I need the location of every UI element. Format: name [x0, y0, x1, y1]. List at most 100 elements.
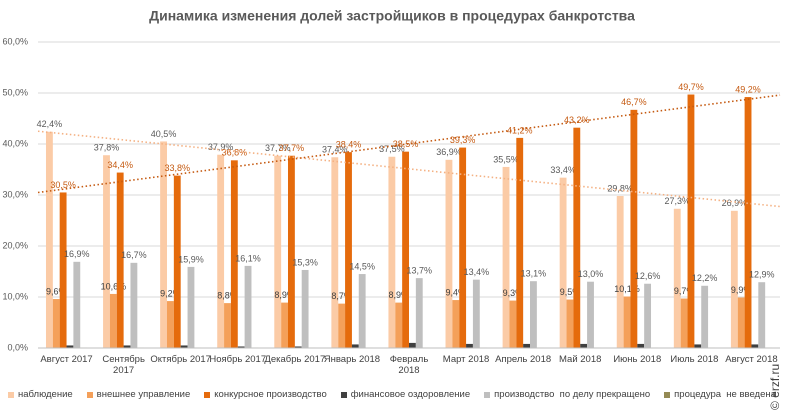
bar — [187, 266, 195, 348]
trend-line — [37, 94, 781, 194]
bar — [573, 127, 581, 349]
value-label: 43,2% — [564, 115, 590, 125]
bar — [623, 296, 631, 348]
value-label: 16,9% — [64, 249, 90, 259]
bar — [388, 156, 396, 348]
bar — [680, 298, 688, 348]
value-label: 15,9% — [178, 254, 204, 264]
bar — [502, 166, 510, 348]
bar — [459, 147, 467, 348]
bar — [345, 152, 352, 348]
value-label: 9,4% — [446, 287, 467, 297]
bar — [530, 281, 537, 348]
value-label: 14,5% — [349, 261, 375, 271]
value-label: 9,3% — [503, 288, 524, 298]
legend-item: наблюдение — [8, 389, 73, 400]
y-tick-label: 10,0% — [2, 291, 28, 301]
bar — [331, 157, 339, 348]
bar — [751, 344, 759, 348]
value-label: 9,6% — [46, 286, 67, 296]
value-label: 35,5% — [493, 154, 519, 164]
x-tick-label: Май 2018 — [559, 354, 602, 365]
bar — [566, 299, 574, 348]
value-label: 13,4% — [464, 267, 490, 277]
bar — [52, 299, 60, 348]
value-label: 9,2% — [160, 288, 181, 298]
bar — [516, 137, 524, 348]
bar — [395, 302, 403, 348]
bar — [758, 282, 766, 348]
bar — [730, 210, 738, 348]
value-label: 37,8% — [94, 143, 120, 153]
value-label: 13,7% — [407, 266, 433, 276]
bar — [130, 262, 138, 348]
x-tick-label: Сентябрь 2017 — [102, 354, 145, 376]
bar — [694, 344, 702, 348]
bar — [509, 300, 517, 348]
value-label: 36,9% — [436, 147, 462, 157]
bar — [160, 141, 167, 348]
value-label: 40,5% — [151, 129, 177, 139]
legend-swatch — [8, 391, 14, 398]
bar — [294, 346, 302, 348]
legend-label: производство по делу прекращено — [494, 389, 651, 400]
x-tick-label: Октябрь 2017 — [150, 354, 211, 365]
x-tick-label: Март 2018 — [442, 354, 490, 365]
value-label: 10,6% — [101, 281, 127, 291]
y-tick-label: 40,0% — [2, 138, 28, 148]
value-label: 10,1% — [614, 284, 640, 294]
bar — [358, 274, 366, 348]
bar — [66, 345, 74, 348]
bar — [559, 177, 567, 348]
y-tick-label: 0,0% — [7, 342, 28, 352]
legend-swatch — [204, 391, 211, 398]
bar — [351, 344, 359, 348]
value-label: 33,4% — [550, 165, 576, 175]
legend-item: процедура не введена — [664, 389, 776, 400]
bar — [166, 301, 174, 348]
bar — [180, 345, 188, 348]
value-label: 12,6% — [635, 271, 661, 281]
value-label: 16,1% — [235, 253, 261, 263]
value-label: 34,4% — [107, 160, 133, 170]
bar — [281, 302, 288, 348]
value-label: 8,9% — [274, 290, 295, 300]
value-label: 12,9% — [749, 270, 775, 280]
bar — [173, 175, 181, 348]
value-label: 42,4% — [37, 119, 63, 129]
value-label: 27,3% — [664, 196, 690, 206]
x-tick-label: Июнь 2018 — [613, 354, 662, 365]
value-label: 26,9% — [722, 198, 748, 208]
legend-item: внешнее управление — [86, 389, 191, 400]
bar — [409, 342, 416, 348]
value-label: 37,7% — [279, 143, 305, 153]
bar — [687, 94, 695, 348]
value-label: 8,7% — [331, 291, 352, 301]
value-label: 9,9% — [731, 285, 752, 295]
bar — [109, 293, 117, 348]
bar — [230, 160, 238, 348]
value-label: 30,5% — [50, 180, 76, 190]
value-label: 13,1% — [521, 269, 547, 279]
legend-item: финансовое оздоровление — [340, 389, 470, 400]
bar — [637, 343, 645, 348]
bar — [402, 151, 409, 348]
x-tick-label: Август 2018 — [725, 354, 778, 365]
legend-swatch — [86, 391, 93, 398]
x-tick-label: Апрель 2018 — [495, 354, 552, 365]
bar — [224, 303, 231, 348]
x-tick-label: Ноябрь 2017 — [209, 354, 267, 365]
bar — [616, 196, 624, 348]
watermark: © erzf.ru — [768, 363, 782, 410]
legend-item: конкурсное производство — [204, 389, 327, 400]
y-tick-label: 20,0% — [2, 240, 28, 250]
bar — [103, 155, 110, 348]
legend-label: внешнее управление — [96, 389, 191, 400]
x-tick-label: Январь 2018 — [323, 354, 381, 365]
bar — [466, 343, 473, 348]
y-tick-label: 60,0% — [2, 36, 28, 46]
bar — [274, 155, 282, 348]
bar — [452, 300, 460, 348]
legend-swatch — [484, 391, 491, 398]
